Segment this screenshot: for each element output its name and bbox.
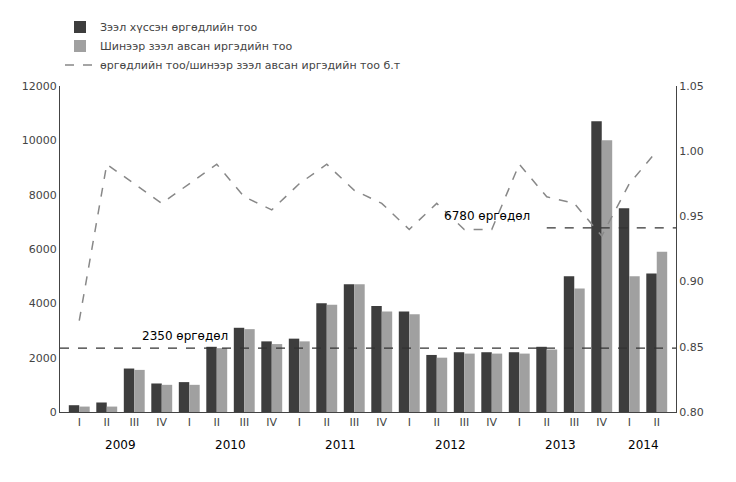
- svg-text:II: II: [434, 416, 441, 429]
- svg-text:II: II: [104, 416, 111, 429]
- svg-text:III: III: [459, 416, 469, 429]
- svg-text:2013: 2013: [545, 438, 576, 452]
- svg-text:6000: 6000: [29, 243, 57, 256]
- svg-text:II: II: [214, 416, 221, 429]
- svg-text:I: I: [188, 416, 191, 429]
- svg-text:өргөдлийн тоо/шинээр зээл авса: өргөдлийн тоо/шинээр зээл авсан иргэдийн…: [100, 59, 401, 72]
- svg-text:2000: 2000: [29, 352, 57, 365]
- svg-text:IV: IV: [486, 416, 497, 429]
- svg-text:III: III: [239, 416, 249, 429]
- svg-text:0.80: 0.80: [679, 406, 704, 419]
- svg-text:I: I: [518, 416, 521, 429]
- svg-text:IV: IV: [596, 416, 607, 429]
- svg-text:III: III: [569, 416, 579, 429]
- svg-text:12000: 12000: [22, 80, 57, 93]
- svg-text:III: III: [129, 416, 139, 429]
- svg-text:2009: 2009: [105, 438, 136, 452]
- svg-text:0: 0: [50, 406, 57, 419]
- svg-text:I: I: [408, 416, 411, 429]
- svg-text:8000: 8000: [29, 189, 57, 202]
- svg-text:0.85: 0.85: [679, 341, 704, 354]
- svg-text:I: I: [628, 416, 631, 429]
- svg-text:II: II: [324, 416, 331, 429]
- svg-text:6780 өргөдөл: 6780 өргөдөл: [444, 209, 530, 223]
- svg-text:2010: 2010: [215, 438, 246, 452]
- svg-text:0.90: 0.90: [679, 275, 704, 288]
- svg-text:I: I: [298, 416, 301, 429]
- svg-text:2014: 2014: [628, 438, 659, 452]
- svg-text:III: III: [349, 416, 359, 429]
- svg-text:2012: 2012: [435, 438, 466, 452]
- svg-text:10000: 10000: [22, 134, 57, 147]
- svg-text:II: II: [654, 416, 661, 429]
- svg-text:2011: 2011: [325, 438, 356, 452]
- svg-text:0.95: 0.95: [679, 210, 704, 223]
- svg-text:IV: IV: [266, 416, 277, 429]
- svg-text:Зээл хүссэн өргөдлийн тоо: Зээл хүссэн өргөдлийн тоо: [100, 21, 257, 34]
- svg-text:2350 өргөдөл: 2350 өргөдөл: [142, 329, 228, 343]
- svg-text:Шинээр зээл авсан иргэдийн тоо: Шинээр зээл авсан иргэдийн тоо: [100, 40, 292, 53]
- svg-text:1.00: 1.00: [679, 145, 704, 158]
- svg-text:I: I: [78, 416, 81, 429]
- svg-text:IV: IV: [156, 416, 167, 429]
- svg-text:II: II: [544, 416, 551, 429]
- svg-text:4000: 4000: [29, 297, 57, 310]
- svg-text:1.05: 1.05: [679, 80, 704, 93]
- svg-text:IV: IV: [376, 416, 387, 429]
